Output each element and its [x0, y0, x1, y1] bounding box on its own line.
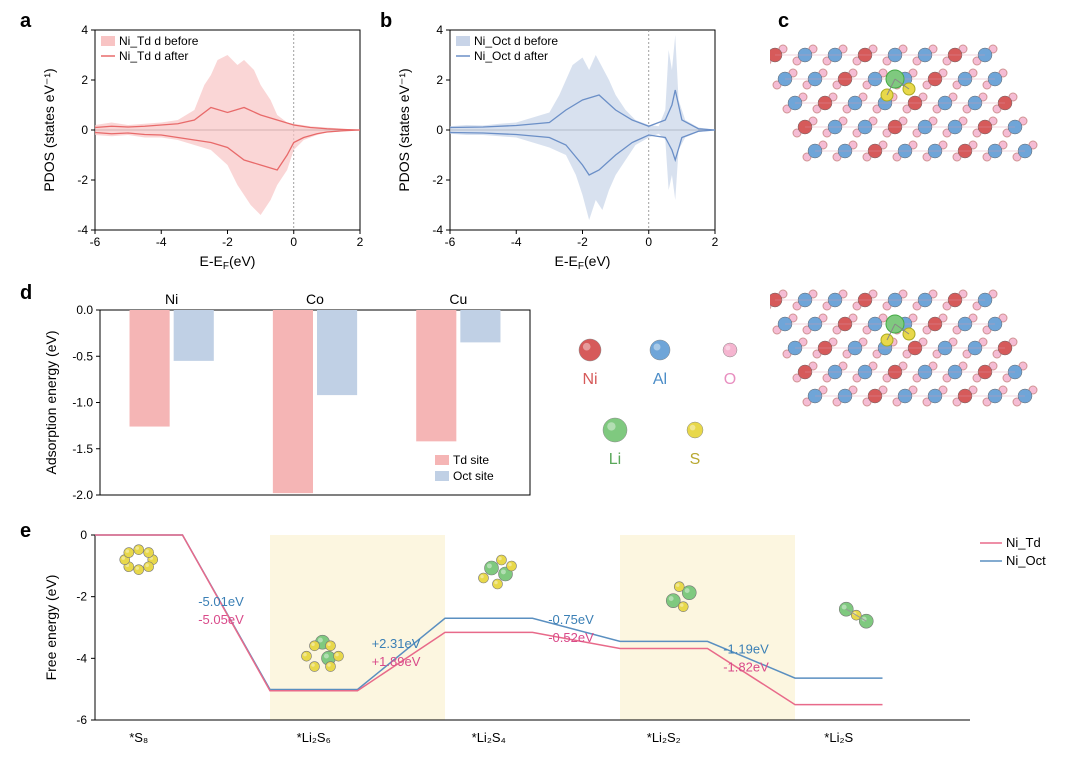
- svg-text:0.0: 0.0: [76, 303, 93, 317]
- svg-text:S: S: [690, 451, 701, 468]
- atom-legend: Ni Al O Li S: [560, 320, 770, 490]
- svg-text:-4: -4: [156, 235, 167, 249]
- svg-text:Ni_Td: Ni_Td: [1006, 535, 1041, 550]
- svg-text:*Li₂S₂: *Li₂S₂: [647, 730, 681, 745]
- svg-text:-1.82eV: -1.82eV: [723, 660, 769, 675]
- svg-text:PDOS (states eV⁻¹): PDOS (states eV⁻¹): [396, 68, 412, 191]
- svg-text:-2: -2: [76, 590, 87, 604]
- svg-text:Oct site: Oct site: [453, 469, 494, 483]
- panel-e-energy-diagram: -6 -4 -2 0 Free energy (eV) *S₈ *Li₂S₆ *Li₂S₄ *L…: [40, 525, 1060, 750]
- svg-text:0: 0: [436, 123, 443, 137]
- svg-text:-2: -2: [222, 235, 233, 249]
- panel-c-structures: [770, 30, 1060, 490]
- panel-label-d: d: [20, 282, 32, 305]
- panel-label-e: e: [20, 520, 31, 543]
- panel-label-a: a: [20, 10, 31, 33]
- svg-text:-4: -4: [511, 235, 522, 249]
- svg-text:*Li₂S: *Li₂S: [824, 730, 853, 745]
- svg-text:-2.0: -2.0: [72, 488, 93, 502]
- svg-text:4: 4: [81, 23, 88, 37]
- svg-text:2: 2: [357, 235, 364, 249]
- svg-text:4: 4: [436, 23, 443, 37]
- svg-text:-1.19eV: -1.19eV: [723, 642, 769, 657]
- svg-text:-0.5: -0.5: [72, 349, 93, 363]
- svg-text:-0.75eV: -0.75eV: [548, 612, 594, 627]
- svg-text:-5.01eV: -5.01eV: [198, 594, 244, 609]
- svg-text:Li: Li: [609, 451, 621, 468]
- svg-text:2: 2: [81, 73, 88, 87]
- svg-text:Al: Al: [653, 371, 667, 388]
- panel-d-bar-chart: -2.0 -1.5 -1.0 -0.5 0.0 Adsorption energy (eV…: [40, 285, 540, 505]
- svg-text:E-EF(eV): E-EF(eV): [200, 253, 256, 270]
- svg-text:Cu: Cu: [449, 291, 467, 307]
- svg-text:-6: -6: [76, 713, 87, 727]
- svg-text:-6: -6: [445, 235, 456, 249]
- svg-text:Free energy (eV): Free energy (eV): [43, 575, 59, 681]
- svg-text:Ni_Td d after: Ni_Td d after: [119, 49, 188, 63]
- svg-text:-2: -2: [77, 173, 88, 187]
- svg-text:0: 0: [645, 235, 652, 249]
- svg-text:-1.0: -1.0: [72, 396, 93, 410]
- svg-text:0: 0: [290, 235, 297, 249]
- svg-text:+2.31eV: +2.31eV: [372, 636, 421, 651]
- svg-text:2: 2: [436, 73, 443, 87]
- svg-text:Adsorption energy (eV): Adsorption energy (eV): [43, 331, 59, 475]
- svg-text:Co: Co: [306, 291, 324, 307]
- svg-text:Ni_Oct d before: Ni_Oct d before: [474, 34, 558, 48]
- panel-label-b: b: [380, 10, 392, 33]
- svg-text:-0.52eV: -0.52eV: [548, 630, 594, 645]
- svg-text:-2: -2: [432, 173, 443, 187]
- svg-text:*Li₂S₆: *Li₂S₆: [297, 730, 331, 745]
- svg-text:Ni: Ni: [582, 371, 597, 388]
- svg-text:0: 0: [81, 123, 88, 137]
- svg-text:*S₈: *S₈: [129, 730, 148, 745]
- svg-text:E-EF(eV): E-EF(eV): [555, 253, 611, 270]
- svg-text:Ni_Oct: Ni_Oct: [1006, 553, 1046, 568]
- svg-text:Ni_Td d before: Ni_Td d before: [119, 34, 199, 48]
- svg-text:+1.89eV: +1.89eV: [372, 654, 421, 669]
- svg-text:-4: -4: [77, 223, 88, 237]
- svg-text:-4: -4: [76, 651, 87, 665]
- svg-text:0: 0: [80, 528, 87, 542]
- panel-b-pdos-chart: -4-2024-6-4-202E-EF(eV)PDOS (states eV⁻¹…: [395, 20, 725, 270]
- svg-text:-1.5: -1.5: [72, 442, 93, 456]
- svg-text:-2: -2: [577, 235, 588, 249]
- svg-text:*Li₂S₄: *Li₂S₄: [472, 730, 506, 745]
- svg-text:O: O: [724, 371, 736, 388]
- svg-text:2: 2: [712, 235, 719, 249]
- svg-text:Ni: Ni: [165, 291, 178, 307]
- svg-text:-4: -4: [432, 223, 443, 237]
- svg-text:-5.05eV: -5.05eV: [198, 612, 244, 627]
- svg-text:Ni_Oct d after: Ni_Oct d after: [474, 49, 548, 63]
- svg-text:-6: -6: [90, 235, 101, 249]
- svg-text:Td site: Td site: [453, 453, 489, 467]
- svg-text:PDOS (states eV⁻¹): PDOS (states eV⁻¹): [41, 68, 57, 191]
- panel-a-pdos-chart: -4-2024-6-4-202E-EF(eV)PDOS (states eV⁻¹…: [40, 20, 370, 270]
